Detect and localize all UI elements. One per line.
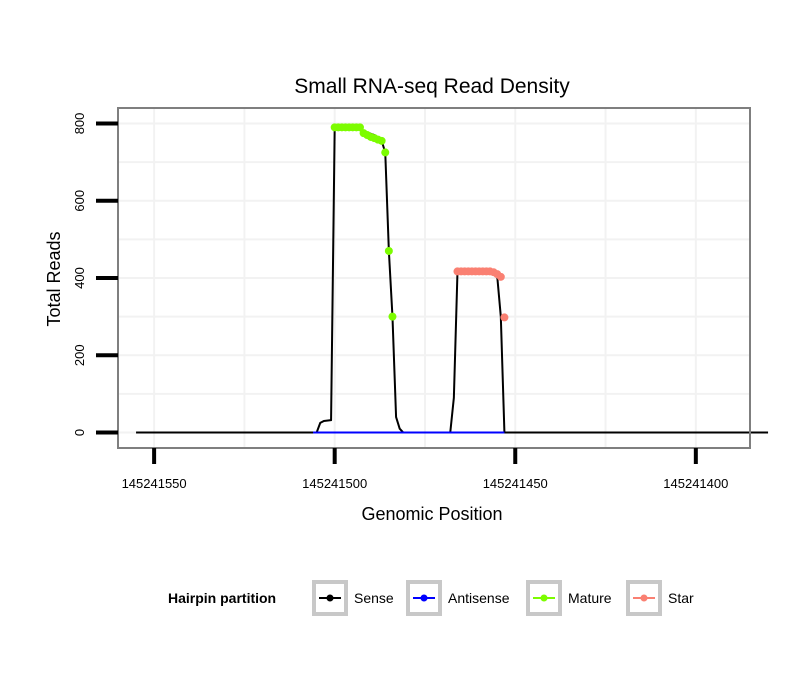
legend-label-mature: Mature	[568, 590, 612, 606]
data-point-mature	[355, 123, 364, 132]
data-point-mature	[377, 136, 386, 145]
x-tick-label: 145241400	[663, 476, 728, 491]
series-layer	[136, 123, 769, 434]
data-point-star	[496, 272, 505, 281]
legend-key-sense	[312, 580, 348, 616]
data-point-mature	[381, 148, 390, 157]
y-tick-label: 600	[72, 190, 87, 212]
x-tick-label: 145241500	[302, 476, 367, 491]
y-tick-label: 200	[72, 344, 87, 366]
y-tick-label: 400	[72, 267, 87, 289]
x-axis-label: Genomic Position	[361, 504, 502, 524]
legend-key-mature	[526, 580, 562, 616]
chart-title: Small RNA-seq Read Density	[294, 75, 570, 98]
legend-title: Hairpin partition	[168, 590, 276, 606]
data-point-mature	[388, 312, 397, 321]
y-tick-label: 0	[72, 429, 87, 436]
x-tick-label: 145241450	[483, 476, 548, 491]
legend-label-star: Star	[668, 590, 694, 606]
axes: 145241550 145241500 145241450 145241400 0 200…	[72, 113, 728, 491]
legend-label-antisense: Antisense	[448, 590, 510, 606]
x-tick-label: 145241550	[122, 476, 187, 491]
y-axis-label: Total Reads	[44, 231, 64, 326]
legend-key-antisense	[406, 580, 442, 616]
y-tick-label: 800	[72, 113, 87, 135]
legend-key-star	[626, 580, 662, 616]
data-point-star	[500, 313, 509, 322]
legend: Hairpin partition Sense Antisense Mature St…	[168, 580, 694, 616]
grid	[118, 108, 750, 448]
data-point-mature	[384, 246, 393, 255]
series-line-sense	[136, 126, 769, 434]
legend-label-sense: Sense	[354, 590, 394, 606]
